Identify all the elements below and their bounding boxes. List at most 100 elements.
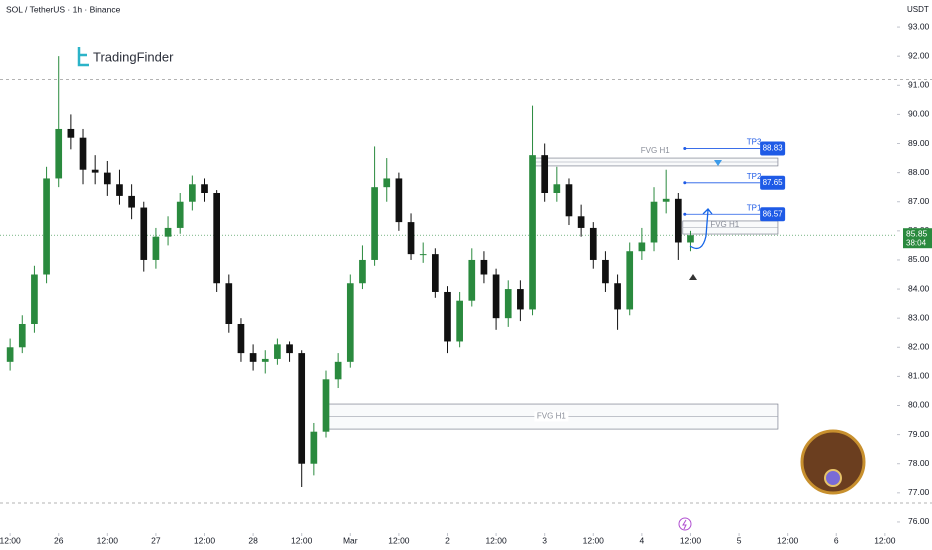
candle-body bbox=[431, 254, 439, 292]
fvg-label: FVG H1 bbox=[710, 220, 739, 229]
candle-body bbox=[213, 192, 220, 284]
candle-body bbox=[91, 169, 99, 173]
y-tick-label: 78.00 bbox=[908, 458, 930, 468]
tp-badge bbox=[760, 175, 786, 190]
fvg-label-bg bbox=[534, 411, 569, 422]
y-tick-label: 93.00 bbox=[908, 21, 930, 31]
candle-body bbox=[444, 291, 451, 342]
candle-body bbox=[419, 254, 427, 256]
price-badge bbox=[903, 228, 932, 249]
x-tick-label: 6 bbox=[834, 535, 839, 545]
candle-body bbox=[492, 274, 500, 319]
y-tick-label: 88.00 bbox=[908, 167, 930, 177]
candle-body bbox=[674, 198, 682, 243]
x-tick-label: 12:00 bbox=[680, 535, 702, 545]
tp-name: TP3 bbox=[747, 138, 762, 147]
candle-body bbox=[152, 236, 160, 260]
candle-body bbox=[359, 259, 366, 284]
chart-title: SOL / TetherUS · 1h · Binance bbox=[6, 4, 121, 14]
x-tick-label: Mar bbox=[343, 535, 358, 545]
x-tick-label: 28 bbox=[248, 535, 258, 545]
candle-body bbox=[614, 283, 621, 310]
candle-body bbox=[346, 283, 354, 362]
y-tick-label: 90.00 bbox=[908, 109, 930, 119]
candle-body bbox=[577, 216, 585, 228]
candle-body bbox=[687, 235, 694, 243]
candle-body bbox=[55, 128, 63, 179]
y-tick-label: 92.00 bbox=[908, 50, 930, 60]
x-tick-label: 12:00 bbox=[874, 535, 896, 545]
x-tick-label: 5 bbox=[737, 535, 742, 545]
countdown: 38:04 bbox=[906, 238, 927, 247]
candle-body bbox=[480, 259, 488, 275]
bull-emblem bbox=[800, 429, 866, 495]
candle-body bbox=[249, 353, 257, 362]
tp-value: 86.57 bbox=[763, 209, 784, 218]
candle-body bbox=[128, 195, 135, 208]
tp-value: 88.83 bbox=[763, 144, 784, 153]
candle-body bbox=[164, 227, 172, 237]
event-bolt bbox=[682, 519, 687, 530]
candle-body bbox=[638, 242, 646, 252]
candle-body bbox=[626, 251, 634, 310]
candle-body bbox=[67, 128, 75, 138]
candle-body bbox=[6, 347, 14, 362]
candle-body bbox=[456, 300, 463, 342]
candle-body bbox=[298, 353, 306, 464]
price-label: 85.85 bbox=[906, 228, 928, 238]
candle-body bbox=[31, 274, 38, 324]
candle-body bbox=[140, 207, 148, 260]
candle-body bbox=[103, 172, 111, 185]
y-tick-label: 85.00 bbox=[908, 254, 930, 264]
x-tick-label: 2 bbox=[445, 535, 450, 545]
x-tick-label: 12:00 bbox=[583, 535, 605, 545]
candle-body bbox=[116, 184, 123, 196]
x-tick-label: 12:00 bbox=[291, 535, 313, 545]
tp-value: 87.65 bbox=[763, 178, 784, 187]
tp-name: TP2 bbox=[747, 172, 762, 181]
candle-body bbox=[261, 358, 269, 362]
candle-body bbox=[189, 184, 196, 202]
x-tick-label: 12:00 bbox=[0, 535, 21, 545]
x-tick-label: 27 bbox=[151, 535, 161, 545]
candle-body bbox=[225, 283, 233, 324]
candle-body bbox=[395, 178, 403, 223]
candle-body bbox=[541, 155, 549, 193]
y-tick-label: 82.00 bbox=[908, 342, 930, 352]
fvg-label: FVG H1 bbox=[641, 146, 670, 155]
candle-body bbox=[176, 201, 184, 228]
x-tick-label: 12:00 bbox=[388, 535, 410, 545]
candle-body bbox=[602, 259, 609, 284]
candle-body bbox=[286, 344, 293, 354]
brand-name: TradingFinder bbox=[93, 49, 174, 64]
tp-name: TP1 bbox=[747, 203, 762, 212]
sol-coin bbox=[824, 469, 842, 487]
x-tick-label: 26 bbox=[54, 535, 64, 545]
x-tick-label: 12:00 bbox=[97, 535, 119, 545]
candle-body bbox=[468, 259, 476, 301]
candle-body bbox=[407, 222, 415, 255]
y-tick-label: 80.00 bbox=[908, 400, 930, 410]
candle-body bbox=[79, 137, 87, 170]
candle-body bbox=[201, 184, 208, 193]
candle-body bbox=[18, 323, 26, 348]
candle-body bbox=[553, 184, 561, 193]
candle-body bbox=[334, 361, 342, 380]
y-tick-label: 77.00 bbox=[908, 487, 930, 497]
candle-body bbox=[274, 344, 281, 359]
marker-icon bbox=[689, 274, 697, 280]
event-icon bbox=[678, 517, 692, 531]
projection-arrow bbox=[689, 208, 713, 250]
candle-body bbox=[322, 379, 330, 432]
x-tick-label: 12:00 bbox=[485, 535, 507, 545]
fvg-label: FVG H1 bbox=[537, 412, 566, 421]
x-tick-label: 3 bbox=[542, 535, 547, 545]
y-tick-label: 89.00 bbox=[908, 138, 930, 148]
tp-badge bbox=[760, 141, 786, 156]
y-tick-label: 83.00 bbox=[908, 312, 930, 322]
candle-body bbox=[310, 431, 318, 464]
x-tick-label: 4 bbox=[640, 535, 645, 545]
tp-badge bbox=[760, 207, 786, 222]
